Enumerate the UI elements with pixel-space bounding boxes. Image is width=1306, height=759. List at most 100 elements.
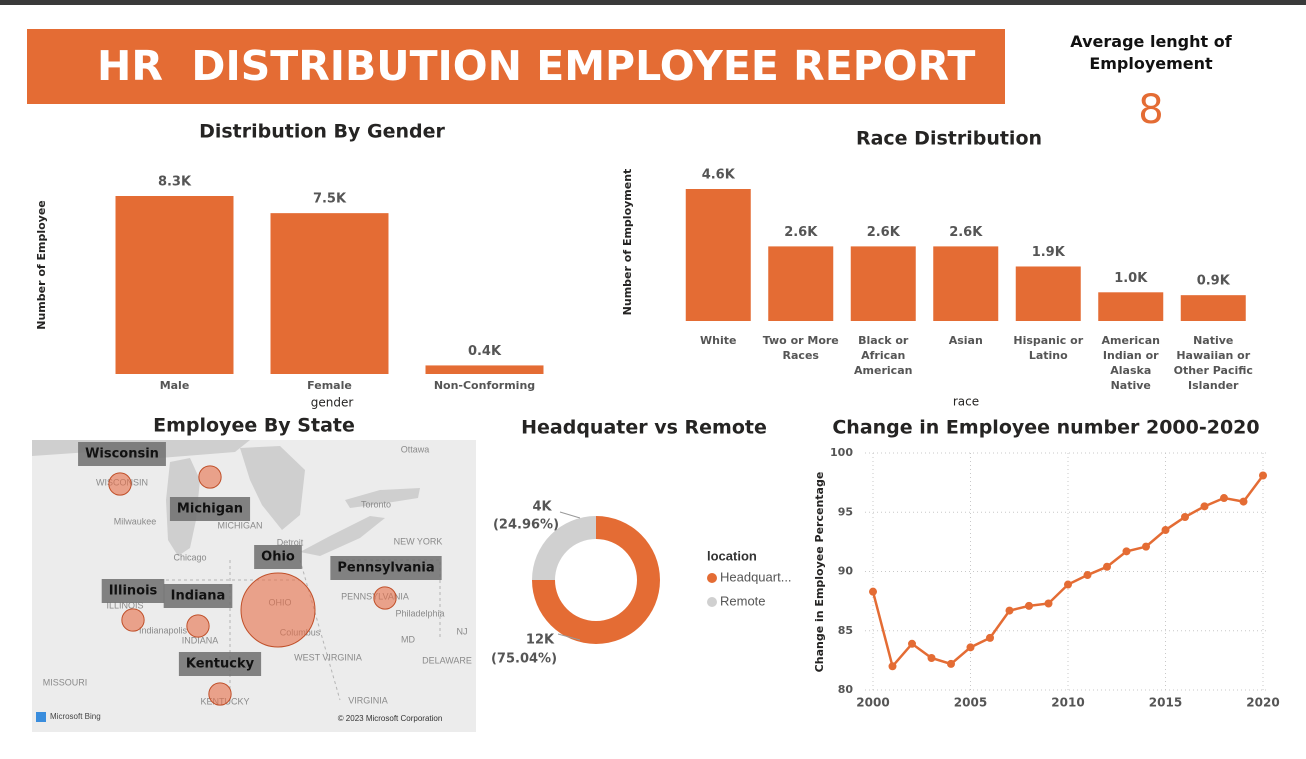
data-label: 1.9K <box>1032 245 1066 260</box>
y-tick-label: 80 <box>838 683 854 696</box>
state-label-box <box>78 442 166 466</box>
x-axis-title: race <box>953 395 979 409</box>
state-label: Michigan <box>177 502 243 517</box>
bar <box>1098 292 1164 321</box>
donut-segment <box>532 516 660 644</box>
x-tick-label: Male <box>159 379 190 392</box>
state-label-box <box>254 545 302 569</box>
state-label: Indiana <box>171 589 226 604</box>
state-label-box <box>101 579 165 603</box>
bar <box>933 246 999 321</box>
leader-line <box>559 511 581 519</box>
x-tick-label: 2000 <box>856 696 889 710</box>
x-axis-title: gender <box>311 396 354 410</box>
point <box>1064 580 1072 589</box>
lake-ontario <box>345 488 420 508</box>
data-label: 0.4K <box>468 344 502 359</box>
place-label: DELAWARE <box>422 655 472 665</box>
place-label: WEST VIRGINIA <box>294 652 362 662</box>
chart-title: Change in Employee number 2000-2020 <box>832 417 1259 439</box>
place-label: Toronto <box>361 499 391 509</box>
x-tick-label: 2005 <box>954 696 987 710</box>
place-label: NJ <box>457 626 468 636</box>
x-tick-label: Native Hawaiian or Other Pacific Islande… <box>1173 334 1253 392</box>
place-label: MICHIGAN <box>218 520 263 530</box>
point <box>966 643 975 652</box>
data-label: 12K <box>526 633 555 648</box>
state-bubble <box>121 608 145 632</box>
state-bubble <box>198 465 222 489</box>
point <box>888 662 897 671</box>
data-label: 4.6K <box>702 168 736 183</box>
data-label: 7.5K <box>313 192 347 207</box>
y-tick-label: 90 <box>838 565 854 578</box>
y-tick-label: 95 <box>838 505 853 518</box>
percent-label: (75.04%) <box>491 652 557 667</box>
state-bubble <box>108 472 132 496</box>
chart-title: Employee By State <box>153 415 355 437</box>
point <box>1142 542 1150 551</box>
state-label: Ohio <box>261 550 295 565</box>
data-label: 2.6K <box>784 225 818 240</box>
point <box>1220 494 1228 503</box>
x-tick-label: 2015 <box>1149 696 1182 710</box>
place-label: Milwaukee <box>114 516 157 526</box>
legend-marker <box>707 573 717 583</box>
x-tick-label: American Indian or Alaska Native <box>1101 334 1160 392</box>
place-label: NEW YORK <box>394 536 443 546</box>
point <box>1083 571 1092 580</box>
data-label: 2.6K <box>949 225 983 240</box>
kpi-value: 8 <box>1138 87 1164 133</box>
x-tick-label: 2010 <box>1051 696 1084 710</box>
point <box>869 587 877 596</box>
point <box>927 654 936 663</box>
report-title: HR DISTRIBUTION EMPLOYEE REPORT <box>97 42 976 90</box>
place-label: INDIANA <box>182 635 219 645</box>
map-attribution: Microsoft Bing <box>50 712 101 721</box>
place-label: VIRGINIA <box>348 695 388 705</box>
y-axis-title: Number of Employment <box>621 169 634 316</box>
data-label: 0.9K <box>1197 274 1231 289</box>
place-label: Philadelphia <box>395 608 444 618</box>
leader-line <box>557 633 581 641</box>
place-label: Detroit <box>277 537 304 547</box>
state-label: Pennsylvania <box>337 561 434 576</box>
point <box>986 633 994 642</box>
percent-label: (24.96%) <box>493 518 559 533</box>
bar <box>425 365 544 374</box>
lake-huron <box>240 446 305 530</box>
chart-title: Race Distribution <box>856 128 1042 150</box>
legend-marker <box>707 597 717 607</box>
legend-label: Remote <box>720 593 766 608</box>
bar <box>270 213 389 374</box>
x-tick-label: White <box>700 334 737 347</box>
point <box>1025 601 1033 610</box>
header-banner: HR DISTRIBUTION EMPLOYEE REPORT <box>27 29 1005 104</box>
data-label: 2.6K <box>867 225 901 240</box>
bar <box>768 246 834 321</box>
x-tick-label: Female <box>307 379 352 392</box>
x-tick-label: Two or More Races <box>762 334 839 362</box>
state-label-box <box>169 497 251 521</box>
place-label: Indianapolis <box>139 625 188 635</box>
bar <box>685 189 751 321</box>
y-axis-title: Number of Employee <box>35 200 48 330</box>
state-bubble <box>373 586 397 610</box>
y-tick-label: 100 <box>830 446 853 459</box>
kpi-label: Average lenght of Employement <box>1070 32 1232 73</box>
state-bubble <box>240 572 316 648</box>
state-label: Kentucky <box>186 657 255 672</box>
map: OttawaTorontoWISCONSINMilwaukeeMICHIGAND… <box>32 440 476 732</box>
place-label: Ottawa <box>401 444 430 454</box>
place-label: ILLINOIS <box>106 600 143 610</box>
bar <box>1180 295 1246 321</box>
bing-logo <box>36 712 46 722</box>
point <box>947 659 955 668</box>
place-label: MISSOURI <box>43 677 88 687</box>
y-tick-label: 85 <box>838 624 853 637</box>
donut-segment <box>532 516 596 580</box>
point <box>1259 471 1267 480</box>
x-tick-label: Black or African American <box>854 334 913 377</box>
x-tick-label: Non-Conforming <box>433 379 536 392</box>
